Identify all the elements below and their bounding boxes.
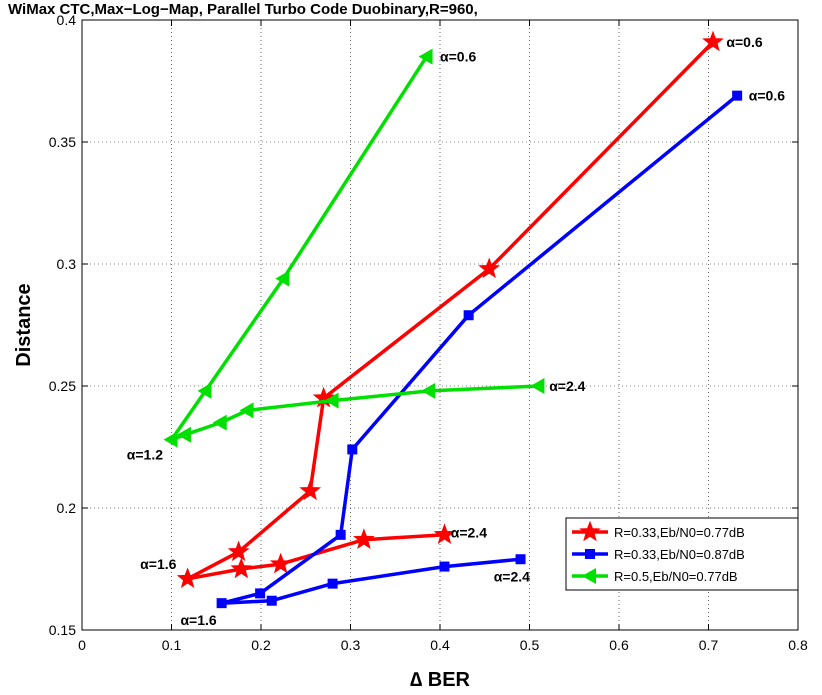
plot-frame <box>81 19 799 631</box>
alpha-annotation: α=0.6 <box>749 88 785 104</box>
alpha-annotation: α=1.6 <box>180 612 216 628</box>
legend-swatch-marker <box>585 549 595 559</box>
axis-ticks: 0 0.1 0.2 0.3 0.4 0.5 0.6 0.7 0.8 0.15 0.2 0.25 0.3 0… <box>49 12 808 653</box>
data-point <box>255 588 266 599</box>
y-tick-label: 0.4 <box>57 12 77 28</box>
legend-swatch-marker <box>579 520 601 542</box>
legend: R=0.33,Eb/N0=0.77dB R=0.33,Eb/N0=0.87dB R=… <box>565 517 799 591</box>
alpha-annotation: α=2.4 <box>494 568 530 584</box>
data-point <box>275 270 290 287</box>
series-triangle-left <box>163 48 545 448</box>
series-layer <box>163 30 743 609</box>
series-star <box>176 30 724 589</box>
legend-entry: R=0.5,Eb/N0=0.77dB <box>614 569 738 584</box>
data-point <box>239 402 254 419</box>
data-point <box>212 414 227 431</box>
data-point <box>418 48 433 65</box>
data-point <box>327 578 338 589</box>
x-tick-label: 0.2 <box>251 637 271 653</box>
data-point <box>702 30 724 52</box>
data-point <box>335 529 346 540</box>
data-point <box>299 479 322 501</box>
data-point <box>347 444 358 455</box>
x-axis-label: ∆ BER <box>410 669 471 691</box>
data-point <box>439 561 450 572</box>
alpha-annotation: α=2.4 <box>451 524 487 540</box>
series-line <box>185 40 715 581</box>
alpha-annotation: α=2.4 <box>549 378 585 394</box>
data-point <box>463 310 474 321</box>
data-point <box>478 257 501 279</box>
legend-swatch-marker <box>582 568 596 584</box>
legend-entry: R=0.33,Eb/N0=0.87dB <box>614 547 745 562</box>
data-point <box>421 382 436 399</box>
data-point <box>530 378 545 394</box>
y-tick-label: 0.15 <box>49 622 76 638</box>
alpha-annotation: α=1.2 <box>127 446 163 462</box>
y-tick-label: 0.35 <box>49 134 76 150</box>
x-tick-label: 0.3 <box>341 637 361 653</box>
y-tick-label: 0.3 <box>57 256 77 272</box>
legend-entry: R=0.33,Eb/N0=0.77dB <box>614 525 745 540</box>
series-line <box>169 55 539 442</box>
alpha-annotation: α=1.6 <box>140 556 176 572</box>
series-line <box>219 94 739 605</box>
data-point <box>230 557 253 579</box>
x-tick-label: 0.8 <box>788 637 808 653</box>
alpha-annotation: α=0.6 <box>440 49 476 65</box>
y-tick-label: 0.2 <box>57 500 77 516</box>
data-point <box>197 382 212 399</box>
x-tick-label: 0.1 <box>162 637 182 653</box>
data-point <box>266 595 277 606</box>
alpha-annotation: α=0.6 <box>726 34 762 50</box>
data-point <box>353 528 375 549</box>
chart-title: WiMax CTC,Max−Log−Map, Parallel Turbo Co… <box>8 1 478 18</box>
x-tick-label: 0.4 <box>430 637 450 653</box>
x-tick-label: 0 <box>78 637 86 653</box>
x-tick-label: 0.6 <box>609 637 629 653</box>
x-tick-label: 0.7 <box>699 637 719 653</box>
data-point <box>732 90 743 101</box>
data-point <box>176 426 191 443</box>
data-point <box>227 540 250 562</box>
data-point <box>269 552 292 574</box>
annotations: α=0.6 α=0.6 α=0.6 α=2.4 α=1.2 α=2.4 α=1.6 α=2.4… <box>127 34 785 628</box>
data-point <box>515 554 526 565</box>
data-point <box>324 392 339 409</box>
y-tick-label: 0.25 <box>49 378 76 394</box>
x-tick-label: 0.5 <box>520 637 540 653</box>
y-axis-label: Distance <box>13 283 35 366</box>
data-point <box>163 431 178 448</box>
series-square <box>216 90 743 609</box>
data-point <box>433 523 456 545</box>
data-point <box>176 567 199 589</box>
data-point <box>216 598 227 609</box>
